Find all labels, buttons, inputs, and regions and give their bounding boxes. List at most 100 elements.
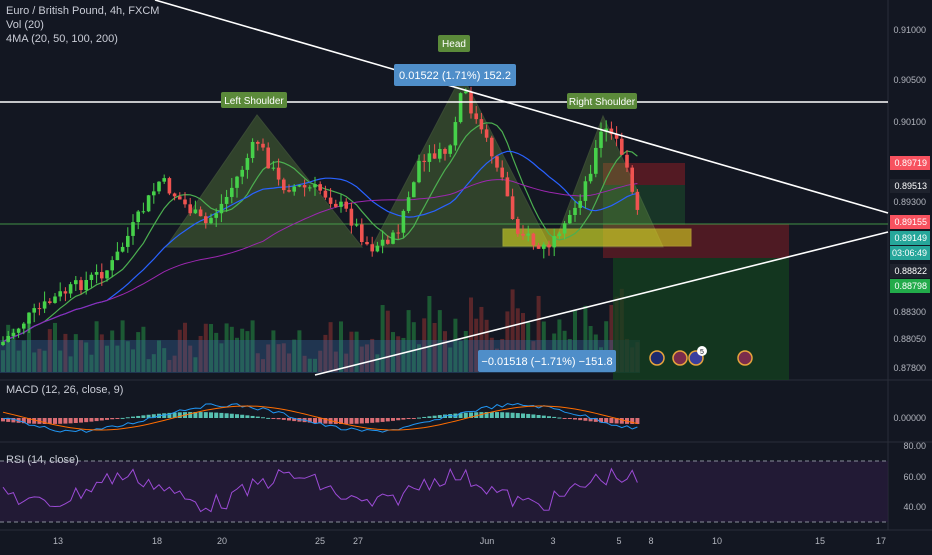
macd-histogram-bar bbox=[172, 412, 177, 418]
measure-up-label[interactable]: 0.01522 (1.71%) 152.2 bbox=[394, 64, 516, 86]
macd-histogram-bar bbox=[281, 418, 286, 420]
macd-histogram-bar bbox=[287, 418, 291, 421]
flag-eu-icon[interactable] bbox=[649, 350, 665, 366]
macd-histogram-bar bbox=[250, 415, 255, 418]
macd-histogram-bar bbox=[469, 412, 473, 418]
candle-body bbox=[505, 177, 510, 197]
right-shoulder-label[interactable]: Right Shoulder bbox=[567, 93, 637, 109]
candle-body bbox=[334, 203, 338, 207]
macd-histogram-bar bbox=[510, 412, 515, 418]
candle-body bbox=[594, 147, 598, 174]
ascending-trendline[interactable] bbox=[314, 231, 889, 376]
time-tick-label: 25 bbox=[315, 536, 325, 546]
volume-bar bbox=[354, 331, 359, 372]
candle-body bbox=[250, 141, 255, 159]
svg-text:Right Shoulder: Right Shoulder bbox=[569, 97, 636, 108]
macd-histogram-bar bbox=[313, 418, 317, 423]
macd-histogram-bar bbox=[146, 414, 151, 418]
time-tick-label: 17 bbox=[876, 536, 886, 546]
candle-body bbox=[521, 233, 525, 236]
macd-histogram-bar bbox=[588, 418, 593, 422]
candle-body bbox=[536, 245, 541, 249]
volume-bar bbox=[557, 319, 562, 372]
candle-body bbox=[604, 128, 608, 132]
volume-bar bbox=[448, 347, 453, 372]
volume-bar bbox=[541, 321, 546, 372]
candle-body bbox=[391, 232, 395, 244]
left-shoulder-label[interactable]: Left Shoulder bbox=[221, 92, 287, 108]
price-tick-label: 0.91000 bbox=[893, 25, 926, 35]
volume-bar bbox=[157, 340, 161, 372]
volume-bar bbox=[79, 340, 83, 372]
candle-body bbox=[256, 141, 260, 144]
time-tick-label: Jun bbox=[480, 536, 495, 546]
volume-bar bbox=[463, 331, 468, 372]
candle-body bbox=[308, 187, 312, 189]
volume-bar bbox=[401, 337, 406, 372]
macd-histogram-bar bbox=[521, 413, 525, 418]
volume-bar bbox=[281, 343, 286, 372]
candle-body bbox=[178, 196, 182, 200]
ma-indicator[interactable]: 4MA (20, 50, 100, 200) bbox=[6, 33, 118, 45]
measure-down-label[interactable]: −0.01518 (−1.71%) −151.8 bbox=[478, 350, 616, 372]
macd-histogram-bar bbox=[276, 418, 281, 420]
svg-text:0.01522 (1.71%) 152.2: 0.01522 (1.71%) 152.2 bbox=[399, 70, 511, 82]
macd-histogram-bar bbox=[307, 418, 312, 423]
rsi-legend[interactable]: RSI (14, close) bbox=[6, 454, 79, 466]
event-flags[interactable]: 5 bbox=[649, 346, 753, 366]
macd-histogram-bar bbox=[229, 413, 234, 418]
volume-bar bbox=[609, 304, 614, 372]
macd-histogram-bar bbox=[526, 413, 531, 418]
flag-gb-icon[interactable] bbox=[737, 350, 753, 366]
macd-histogram-bar bbox=[380, 418, 385, 422]
candle-body bbox=[339, 201, 343, 207]
macd-histogram-bar bbox=[141, 415, 146, 418]
volume-bar bbox=[375, 354, 380, 372]
candle-body bbox=[614, 134, 619, 139]
candle-body bbox=[443, 148, 447, 154]
candle-body bbox=[635, 191, 640, 210]
candle-body bbox=[500, 167, 504, 178]
macd-histogram-bar bbox=[630, 418, 635, 424]
macd-legend[interactable]: MACD (12, 26, close, 9) bbox=[6, 384, 124, 396]
moving-average-line bbox=[2, 179, 638, 343]
flag-gb-icon[interactable] bbox=[672, 350, 688, 366]
candle-body bbox=[302, 185, 307, 188]
volume-bar bbox=[318, 350, 323, 372]
candle-body bbox=[344, 201, 348, 209]
macd-histogram-bar bbox=[432, 415, 437, 418]
candle-body bbox=[562, 223, 567, 234]
volume-bar bbox=[11, 328, 16, 372]
macd-histogram-bar bbox=[261, 417, 265, 419]
volume-bar bbox=[266, 344, 271, 372]
candle-body bbox=[209, 217, 213, 224]
head-label[interactable]: Head bbox=[438, 35, 470, 52]
descending-trendline[interactable] bbox=[154, 0, 889, 214]
volume-bar bbox=[1, 350, 5, 372]
volume-bar bbox=[245, 331, 250, 372]
candle-body bbox=[271, 167, 276, 169]
macd-histogram-bar bbox=[58, 418, 63, 424]
macd-histogram-bar bbox=[32, 418, 37, 424]
volume-bar bbox=[344, 353, 349, 372]
candle-body bbox=[105, 270, 109, 279]
volume-bar bbox=[32, 352, 37, 372]
price-tick-label: 0.90500 bbox=[893, 75, 926, 85]
candle-body bbox=[183, 199, 187, 205]
candle-body bbox=[599, 131, 603, 148]
vol-indicator[interactable]: Vol (20) bbox=[6, 19, 44, 31]
symbol-title[interactable]: Euro / British Pound, 4h, FXCM bbox=[6, 5, 160, 17]
price-badge-label: 0.88822 bbox=[894, 266, 927, 276]
time-tick-label: 27 bbox=[353, 536, 363, 546]
volume-bar bbox=[385, 310, 390, 372]
volume-bar bbox=[437, 310, 442, 372]
candle-body bbox=[588, 173, 593, 182]
macd-histogram-bar bbox=[94, 418, 99, 422]
candle-body bbox=[490, 137, 494, 157]
macd-histogram-bar bbox=[385, 418, 390, 422]
volume-bar bbox=[271, 330, 276, 372]
volume-bar bbox=[515, 308, 520, 372]
volume-bar bbox=[261, 359, 265, 372]
